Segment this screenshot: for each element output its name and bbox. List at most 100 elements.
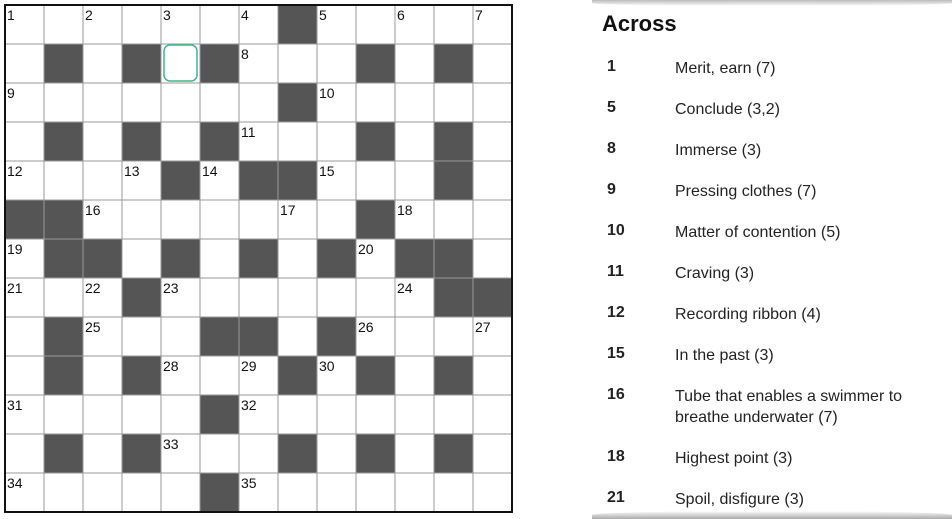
cell[interactable] [394, 472, 435, 513]
cell[interactable] [355, 238, 396, 279]
cell[interactable] [355, 82, 396, 123]
cell[interactable] [82, 43, 123, 84]
cell[interactable] [394, 199, 435, 240]
cell[interactable] [199, 160, 240, 201]
cell[interactable] [160, 121, 201, 162]
cell[interactable] [121, 316, 162, 357]
cell[interactable] [160, 394, 201, 435]
cell[interactable] [472, 121, 513, 162]
cell[interactable] [472, 355, 513, 396]
cell[interactable] [82, 472, 123, 513]
cell[interactable] [4, 355, 45, 396]
cell[interactable] [277, 43, 318, 84]
cell[interactable] [121, 238, 162, 279]
cell[interactable] [394, 433, 435, 474]
cell[interactable] [277, 238, 318, 279]
cell[interactable] [199, 433, 240, 474]
cell[interactable] [316, 43, 357, 84]
cell[interactable] [394, 4, 435, 45]
cell[interactable] [160, 472, 201, 513]
cell[interactable] [43, 160, 84, 201]
cell[interactable] [160, 43, 201, 84]
cell[interactable] [433, 394, 474, 435]
cell[interactable] [277, 121, 318, 162]
cell[interactable] [4, 160, 45, 201]
cell[interactable] [472, 82, 513, 123]
cell[interactable] [472, 316, 513, 357]
cell[interactable] [433, 199, 474, 240]
cell[interactable] [394, 394, 435, 435]
cell[interactable] [355, 160, 396, 201]
cell[interactable] [433, 316, 474, 357]
cell[interactable] [238, 82, 279, 123]
cell[interactable] [4, 238, 45, 279]
cell[interactable] [394, 43, 435, 84]
cell[interactable] [82, 121, 123, 162]
cell[interactable] [394, 121, 435, 162]
cell[interactable] [43, 394, 84, 435]
cell[interactable] [43, 4, 84, 45]
cell[interactable] [121, 199, 162, 240]
cell[interactable] [199, 4, 240, 45]
cell[interactable] [43, 82, 84, 123]
cell[interactable] [160, 277, 201, 318]
cell[interactable] [121, 82, 162, 123]
cell[interactable] [160, 316, 201, 357]
cell[interactable] [277, 472, 318, 513]
cell[interactable] [316, 82, 357, 123]
cell[interactable] [394, 316, 435, 357]
cell[interactable] [472, 433, 513, 474]
cell[interactable] [277, 277, 318, 318]
cell[interactable] [316, 199, 357, 240]
cell[interactable] [199, 82, 240, 123]
cell[interactable] [355, 277, 396, 318]
cell[interactable] [82, 394, 123, 435]
cell[interactable] [121, 394, 162, 435]
cell[interactable] [472, 160, 513, 201]
cell[interactable] [238, 199, 279, 240]
cell[interactable] [238, 43, 279, 84]
cell[interactable] [316, 121, 357, 162]
cell[interactable] [316, 433, 357, 474]
cell[interactable] [4, 316, 45, 357]
cell[interactable] [82, 82, 123, 123]
cell[interactable] [472, 238, 513, 279]
cell[interactable] [160, 199, 201, 240]
cell[interactable] [4, 433, 45, 474]
cell[interactable] [277, 199, 318, 240]
cell[interactable] [82, 4, 123, 45]
cell[interactable] [82, 199, 123, 240]
cell[interactable] [82, 160, 123, 201]
cell[interactable] [316, 394, 357, 435]
cell[interactable] [277, 316, 318, 357]
cell[interactable] [199, 199, 240, 240]
cell[interactable] [82, 355, 123, 396]
cell[interactable] [238, 355, 279, 396]
cell[interactable] [394, 355, 435, 396]
cell[interactable] [472, 199, 513, 240]
cell[interactable] [472, 472, 513, 513]
cell[interactable] [121, 472, 162, 513]
cell[interactable] [433, 82, 474, 123]
cell[interactable] [199, 355, 240, 396]
cell[interactable] [4, 394, 45, 435]
cell[interactable] [82, 433, 123, 474]
cell[interactable] [394, 160, 435, 201]
cell[interactable] [472, 43, 513, 84]
cell[interactable] [355, 4, 396, 45]
cell[interactable] [433, 4, 474, 45]
cell[interactable] [238, 277, 279, 318]
cell[interactable] [160, 82, 201, 123]
cell[interactable] [199, 238, 240, 279]
cell[interactable] [82, 277, 123, 318]
cell[interactable] [316, 472, 357, 513]
cell[interactable] [472, 394, 513, 435]
cell[interactable] [160, 355, 201, 396]
cell[interactable] [121, 4, 162, 45]
cell[interactable] [4, 277, 45, 318]
cell[interactable] [4, 121, 45, 162]
cell[interactable] [433, 472, 474, 513]
cell[interactable] [43, 277, 84, 318]
cell[interactable] [316, 277, 357, 318]
cell[interactable] [277, 394, 318, 435]
